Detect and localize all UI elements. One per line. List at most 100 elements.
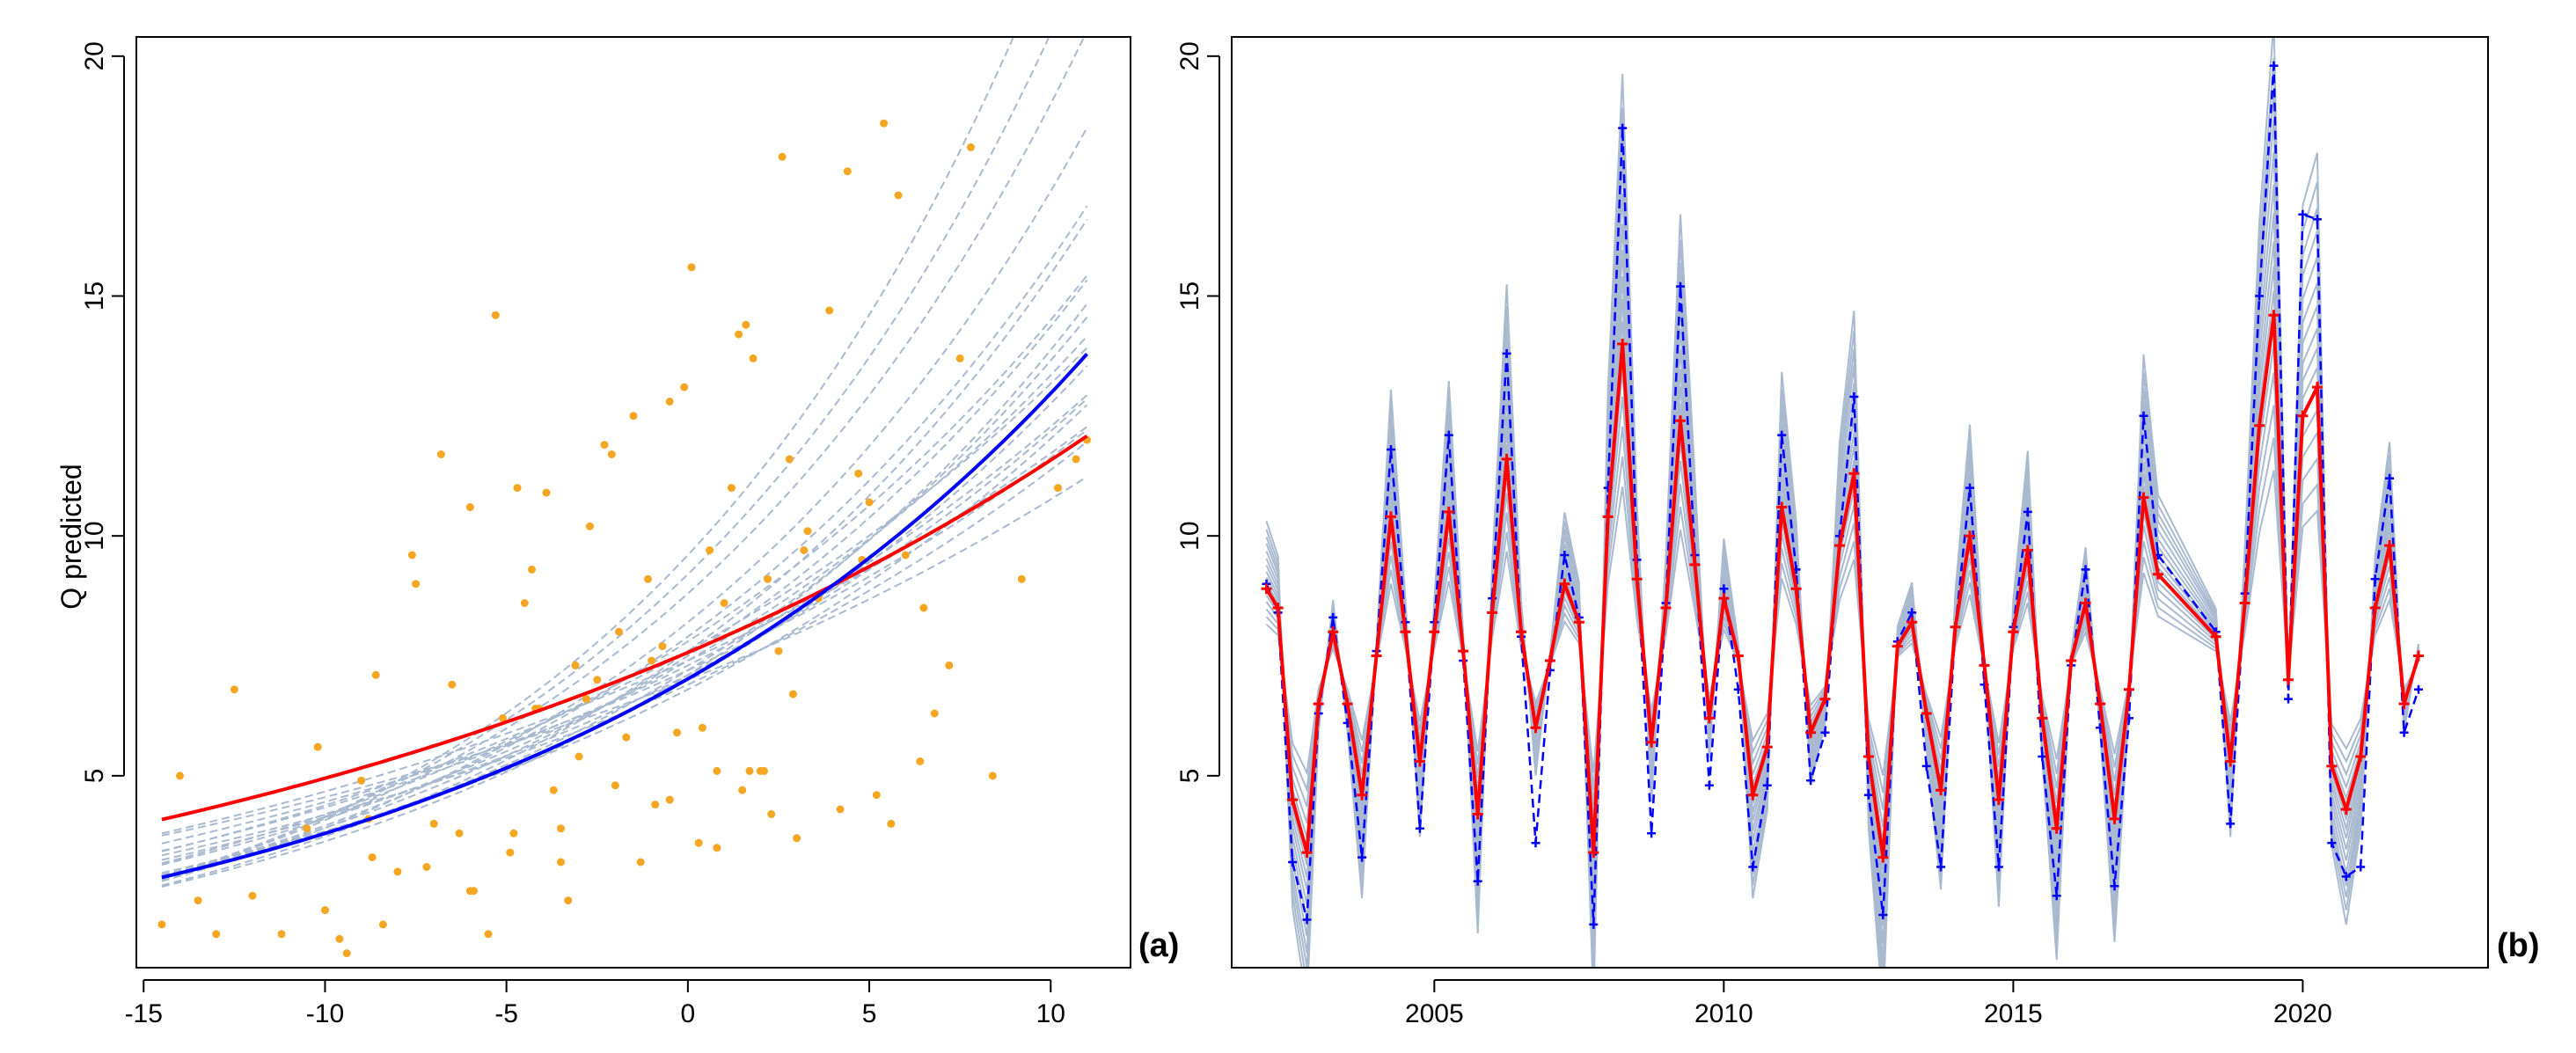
panel-a-data-point — [919, 603, 928, 612]
panel-b-red-point — [2254, 420, 2265, 431]
panel-a-x-tick-label: 0 — [681, 999, 696, 1028]
panel-b-red-point — [2297, 410, 2309, 421]
panel-a-ensemble-curve — [161, 205, 1088, 878]
panel-b-x-tick-label: 2005 — [1405, 999, 1464, 1028]
panel-a-data-point — [582, 695, 590, 704]
panel-b-red-point — [1573, 617, 1584, 628]
panel-a-data-point — [894, 191, 903, 200]
panel-b-red-point — [1776, 501, 1788, 513]
panel-a-data-point — [230, 685, 238, 694]
panel-b-blue-point — [2226, 819, 2236, 829]
panel-b-red-point — [1979, 660, 1990, 671]
panel-b-red-point — [1617, 339, 1628, 349]
panel-b-blue-point — [2255, 291, 2265, 301]
panel-a-data-point — [988, 771, 997, 780]
panel-a-data-point — [854, 469, 863, 478]
panel-b-blue-point — [1328, 612, 1338, 622]
panel-a-red-fit-curve — [161, 434, 1088, 822]
panel-b-x-tick-label: 2010 — [1694, 999, 1753, 1028]
panel-b-blue-point — [2139, 411, 2148, 420]
panel-a-data-point — [836, 805, 845, 814]
panel-b-red-point — [1703, 713, 1715, 724]
panel-a-data-point — [767, 810, 776, 818]
panel-a-data-point — [698, 723, 706, 732]
panel-b-red-point — [2384, 540, 2396, 552]
panel-b-blue-point — [1936, 862, 1946, 872]
panel-a-data-point — [499, 713, 507, 722]
panel-b-red-point — [2008, 626, 2019, 638]
panel-b-red-point — [1544, 655, 1555, 666]
panel-b-red-point — [1862, 751, 1874, 762]
panel-b-red-point — [1487, 607, 1498, 618]
panel-a-data-point — [880, 119, 889, 128]
panel-b-blue-point — [1589, 919, 1599, 929]
panel-b-red-point — [2369, 603, 2381, 613]
panel-b-red-point — [1287, 794, 1299, 806]
panel-b-red-point — [1530, 722, 1541, 734]
panel-a-ensemble-curve — [161, 37, 1086, 879]
panel-a-x-tick-label: 10 — [1036, 999, 1065, 1028]
panel-a-data-point — [673, 728, 681, 737]
panel-a-data-point — [157, 920, 166, 929]
panel-a-data-point — [313, 742, 322, 751]
panel-b-blue-point — [1921, 761, 1931, 771]
panel-a-data-point — [658, 642, 667, 651]
panel-a-data-point — [720, 599, 728, 607]
panel-a-data-point — [749, 354, 757, 362]
panel-b-x-axis: 2005 2010 2015 2020 — [1405, 979, 2332, 1028]
panel-a-data-point — [611, 781, 619, 790]
panel-b-red-point — [1516, 626, 1526, 638]
panel-a: -15 -10 -5 0 5 10 5 10 15 20 Q predicted (a) — [55, 36, 1179, 1028]
panel-b-red-point — [1400, 626, 1411, 638]
panel-b-blue-point — [1387, 445, 1395, 454]
panel-b-red-point — [1261, 583, 1272, 595]
panel-b-blue-point — [1965, 483, 1974, 493]
panel-a-data-point — [945, 661, 954, 669]
panel-a-data-point — [785, 455, 794, 464]
panel-b-red-point — [2066, 655, 2077, 666]
panel-b-blue-point — [1502, 348, 1511, 358]
panel-a-y-tick-label: 5 — [80, 769, 109, 784]
panel-b-blue-point — [1719, 584, 1729, 594]
panel-b-red-point — [2225, 756, 2236, 767]
panel-b-red-point — [1272, 603, 1284, 613]
panel-a-ensemble-curve — [161, 127, 1088, 882]
panel-b-blue-point — [1302, 915, 1312, 925]
panel-b-red-point — [1602, 511, 1614, 523]
panel-a-data-point — [371, 670, 380, 679]
panel-a-data-point — [465, 887, 474, 896]
panel-b-red-point — [2268, 310, 2280, 321]
panel-a-data-point — [357, 776, 366, 785]
panel-b-red-point — [2210, 631, 2221, 642]
panel-a-blue-fit-curve — [161, 352, 1088, 880]
panel-b-red-point — [1675, 415, 1686, 427]
panel-b-red-point — [1646, 736, 1658, 748]
panel-a-label: (a) — [1138, 927, 1179, 964]
panel-a-data-point — [321, 906, 329, 915]
panel-a-data-point — [491, 311, 500, 319]
panel-a-data-point — [600, 441, 609, 450]
panel-b-red-point — [1834, 540, 1845, 552]
panel-b-red-point — [2398, 698, 2410, 710]
panel-a-data-point — [694, 838, 703, 847]
panel-a-data-point — [1072, 455, 1080, 464]
panel-a-data-point — [248, 891, 257, 900]
panel-a-data-point — [564, 896, 573, 905]
panel-a-data-point — [800, 546, 809, 554]
panel-a-ensemble-curve — [161, 316, 1088, 881]
panel-a-data-point — [745, 766, 754, 775]
panel-a-y-axis-title: Q predicted — [55, 464, 87, 609]
panel-a-data-point — [687, 263, 696, 272]
panel-b-red-point — [1805, 727, 1817, 738]
panel-a-data-point — [1054, 484, 1062, 493]
panel-b-blue-point — [2298, 209, 2308, 219]
panel-b-y-tick-label: 15 — [1175, 282, 1204, 311]
panel-a-data-point — [520, 599, 529, 607]
panel-b-red-point — [1790, 583, 1802, 595]
panel-a-y-tick-label: 10 — [80, 521, 109, 550]
panel-a-data-point — [778, 152, 787, 161]
panel-b-red-point — [1950, 621, 1961, 633]
panel-b-red-point — [1328, 626, 1339, 638]
panel-a-ensemble-curve — [161, 218, 1088, 887]
panel-b-y-tick-label: 10 — [1175, 521, 1204, 550]
